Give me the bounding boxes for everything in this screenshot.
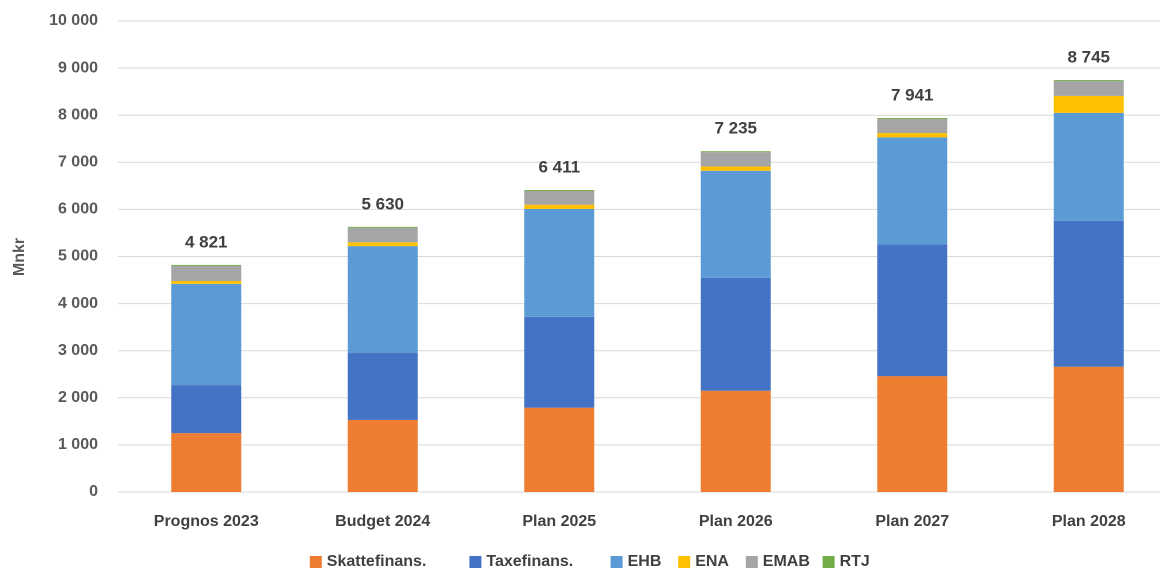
bar-segment (1053, 81, 1124, 96)
bar-segment (347, 242, 418, 247)
y-tick-label: 10 000 (49, 12, 98, 29)
legend-swatch (822, 556, 835, 568)
bar-segment (1053, 80, 1124, 82)
legend-swatch (610, 556, 623, 568)
y-tick-label: 0 (89, 483, 98, 500)
bar-segment (700, 170, 771, 278)
x-tick-label: Plan 2027 (875, 513, 949, 530)
bar-segment (347, 353, 418, 420)
bar-segment (700, 166, 771, 171)
bar-segment (347, 246, 418, 354)
y-tick-label: 8 000 (58, 106, 98, 123)
total-label: 7 235 (714, 119, 757, 138)
x-tick-label: Plan 2028 (1052, 513, 1126, 530)
legend-swatch (469, 556, 482, 568)
y-tick-label: 2 000 (58, 389, 98, 406)
y-tick-label: 9 000 (58, 59, 98, 76)
bar-segment (877, 244, 948, 377)
bar-segment (524, 190, 595, 191)
legend-swatch (309, 556, 322, 568)
legend-label: Taxefinans. (486, 553, 573, 570)
legend-swatch (745, 556, 758, 568)
bar-segment (171, 265, 242, 281)
bar-segment (171, 385, 242, 434)
bar-segment (171, 280, 242, 284)
bar-segment (524, 204, 595, 209)
total-label: 4 821 (185, 232, 228, 251)
bar-segment (171, 264, 242, 266)
legend-label: EHB (628, 553, 662, 570)
bar-segment (877, 118, 948, 134)
y-tick-label: 6 000 (58, 201, 98, 218)
bar-segment (524, 190, 595, 205)
bar-segment (171, 433, 242, 492)
total-label: 6 411 (538, 158, 580, 177)
bar-segment (700, 390, 771, 492)
bar-segment (1053, 112, 1124, 221)
bar-segment (877, 117, 948, 119)
y-axis-label: Mnkr (11, 238, 28, 276)
bar-segment (524, 208, 595, 317)
bar-segment (700, 151, 771, 153)
y-tick-label: 7 000 (58, 154, 98, 171)
legend-swatch (678, 556, 691, 568)
total-label: 5 630 (361, 194, 404, 213)
legend-label: ENA (695, 553, 729, 570)
x-tick-label: Plan 2025 (522, 513, 596, 530)
bar-segment (347, 227, 418, 243)
bar-segment (877, 133, 948, 138)
x-tick-label: Budget 2024 (335, 513, 430, 530)
bar-segment (700, 152, 771, 167)
total-label: 7 941 (891, 85, 934, 104)
x-tick-label: Plan 2026 (699, 513, 773, 530)
x-tick-label: Prognos 2023 (154, 513, 259, 530)
bar-segment (524, 407, 595, 492)
y-tick-label: 3 000 (58, 342, 98, 359)
bar-segment (877, 376, 948, 492)
total-label: 8 745 (1067, 48, 1110, 67)
y-tick-label: 5 000 (58, 248, 98, 265)
legend-label: EMAB (763, 553, 810, 570)
bar-segment (171, 283, 242, 386)
bar-segment (347, 419, 418, 492)
y-tick-label: 1 000 (58, 436, 98, 453)
bar-segment (347, 226, 418, 228)
bar-segment (1053, 220, 1124, 367)
bar-segment (877, 137, 948, 245)
y-tick-label: 4 000 (58, 295, 98, 312)
bar-segment (1053, 95, 1124, 113)
bar-segment (700, 277, 771, 391)
bar-segment (1053, 366, 1124, 492)
legend-label: Skattefinans. (327, 553, 427, 570)
bar-segment (524, 316, 595, 408)
legend-label: RTJ (840, 553, 870, 570)
